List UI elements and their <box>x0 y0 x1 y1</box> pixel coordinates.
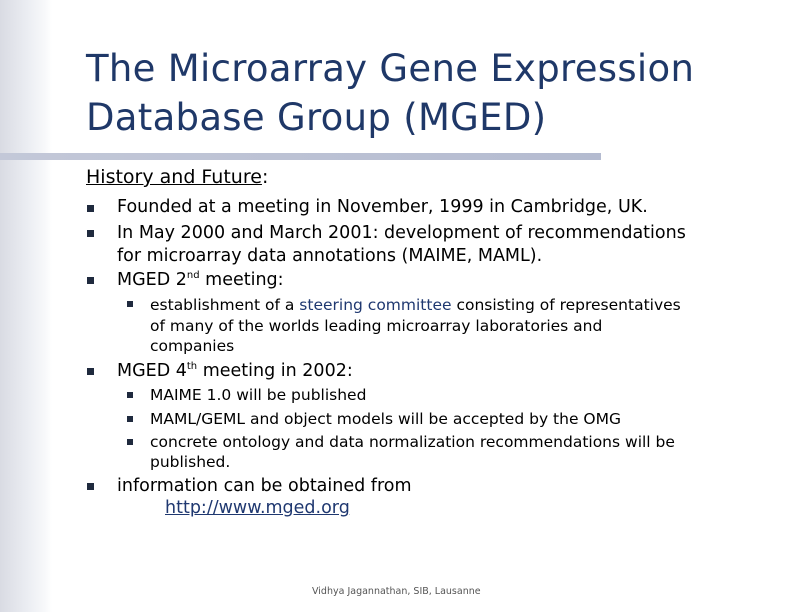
sub-item-steering-cont2: companies <box>150 337 235 355</box>
sub-item-steering-committee: establishment of a steering committee co… <box>150 295 681 315</box>
mged2-rest: meeting: <box>199 270 284 290</box>
list-item-info: information can be obtained from <box>117 476 412 496</box>
sub-bullet-marker-icon <box>127 301 133 307</box>
sub-item-steering-cont: of many of the worlds leading microarray… <box>150 317 603 335</box>
subheading-colon: : <box>261 166 269 188</box>
bullet-marker-icon <box>87 483 94 490</box>
mged4-ordinal: th <box>186 361 198 372</box>
title-underline-rule <box>0 153 601 160</box>
slide-left-gradient-bar <box>0 0 52 612</box>
title-line-2: Database Group (MGED) <box>86 96 547 139</box>
bullet-marker-icon <box>87 230 94 237</box>
slide-title: The Microarray Gene Expression Database … <box>86 44 776 142</box>
sub-item-ontology-cont: published. <box>150 453 231 471</box>
mged4-text: MGED 4 <box>117 361 187 381</box>
sub-item-ontology: concrete ontology and data normalization… <box>150 433 675 451</box>
title-line-1: The Microarray Gene Expression <box>86 47 695 90</box>
mged2-ordinal: nd <box>186 270 200 281</box>
bullet-marker-icon <box>87 277 94 284</box>
mged2-text: MGED 2 <box>117 270 187 290</box>
bullet-marker-icon <box>87 205 94 212</box>
mged4-rest: meeting in 2002: <box>197 361 353 381</box>
list-item-mged4: MGED 4th meeting in 2002: <box>117 360 353 383</box>
sub-bullet-marker-icon <box>127 416 133 422</box>
list-item-mged2: MGED 2nd meeting: <box>117 269 284 292</box>
mged-url-link[interactable]: http://www.mged.org <box>165 498 350 518</box>
list-item-recommendations: In May 2000 and March 2001: development … <box>117 223 686 243</box>
list-item-recommendations-cont: for microarray data annotations (MAIME, … <box>117 246 543 266</box>
sub-bullet-marker-icon <box>127 392 133 398</box>
sub-item-text-rest: consisting of representatives <box>451 296 681 314</box>
sub-bullet-marker-icon <box>127 439 133 445</box>
bullet-marker-icon <box>87 368 94 375</box>
list-item-founded: Founded at a meeting in November, 1999 i… <box>117 197 648 217</box>
slide-footer: Vidhya Jagannathan, SIB, Lausanne <box>312 586 481 597</box>
section-subheading: History and Future: <box>86 165 268 189</box>
sub-item-text: establishment of a <box>150 296 300 314</box>
sub-item-maime: MAIME 1.0 will be published <box>150 386 367 404</box>
subheading-text: History and Future <box>86 166 262 188</box>
sub-item-maml: MAML/GEML and object models will be acce… <box>150 410 622 428</box>
steering-committee-link[interactable]: steering committee <box>299 296 452 314</box>
